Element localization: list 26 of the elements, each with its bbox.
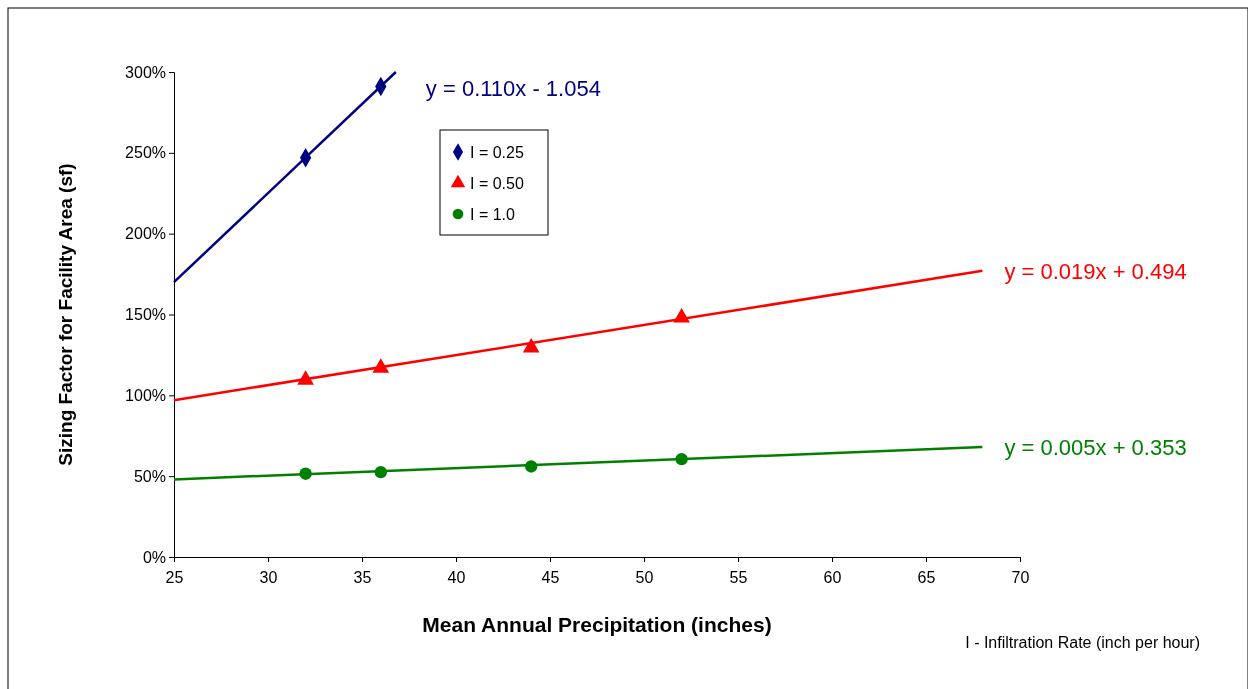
x-tick-label: 50 <box>635 568 654 586</box>
y-tick-label: 100% <box>125 386 166 404</box>
x-tick-label: 55 <box>729 568 748 586</box>
x-tick-label: 70 <box>1011 568 1030 586</box>
x-tick-label: 60 <box>823 568 842 586</box>
x-tick-label: 40 <box>447 568 466 586</box>
legend-label: I = 0.50 <box>470 175 524 192</box>
x-tick-label: 30 <box>259 568 278 586</box>
y-tick-label: 150% <box>125 306 166 324</box>
x-tick-label: 25 <box>165 568 184 586</box>
series-label: y = 0.005x + 0.353 <box>1004 435 1187 461</box>
x-axis-title: Mean Annual Precipitation (inches) <box>422 613 772 636</box>
legend-label: I = 1.0 <box>470 206 516 223</box>
legend-label: I = 0.25 <box>470 144 524 161</box>
y-tick-label: 250% <box>125 144 166 162</box>
x-tick-label: 45 <box>541 568 560 586</box>
y-tick-label: 300% <box>125 63 166 81</box>
x-tick-label: 65 <box>917 568 936 586</box>
series-label: y = 0.110x - 1.054 <box>425 76 601 101</box>
y-tick-label: 0% <box>142 548 166 566</box>
y-tick-label: 50% <box>133 467 166 485</box>
text: I - Infiltration Rate (inch per hour) <box>965 634 1200 651</box>
series-label: y = 0.019x + 0.494 <box>1004 258 1187 284</box>
y-tick-label: 200% <box>125 225 166 243</box>
y-axis-title: Sizing Factor for Facility Area (sf) <box>55 163 76 466</box>
x-tick-label: 35 <box>353 568 372 586</box>
